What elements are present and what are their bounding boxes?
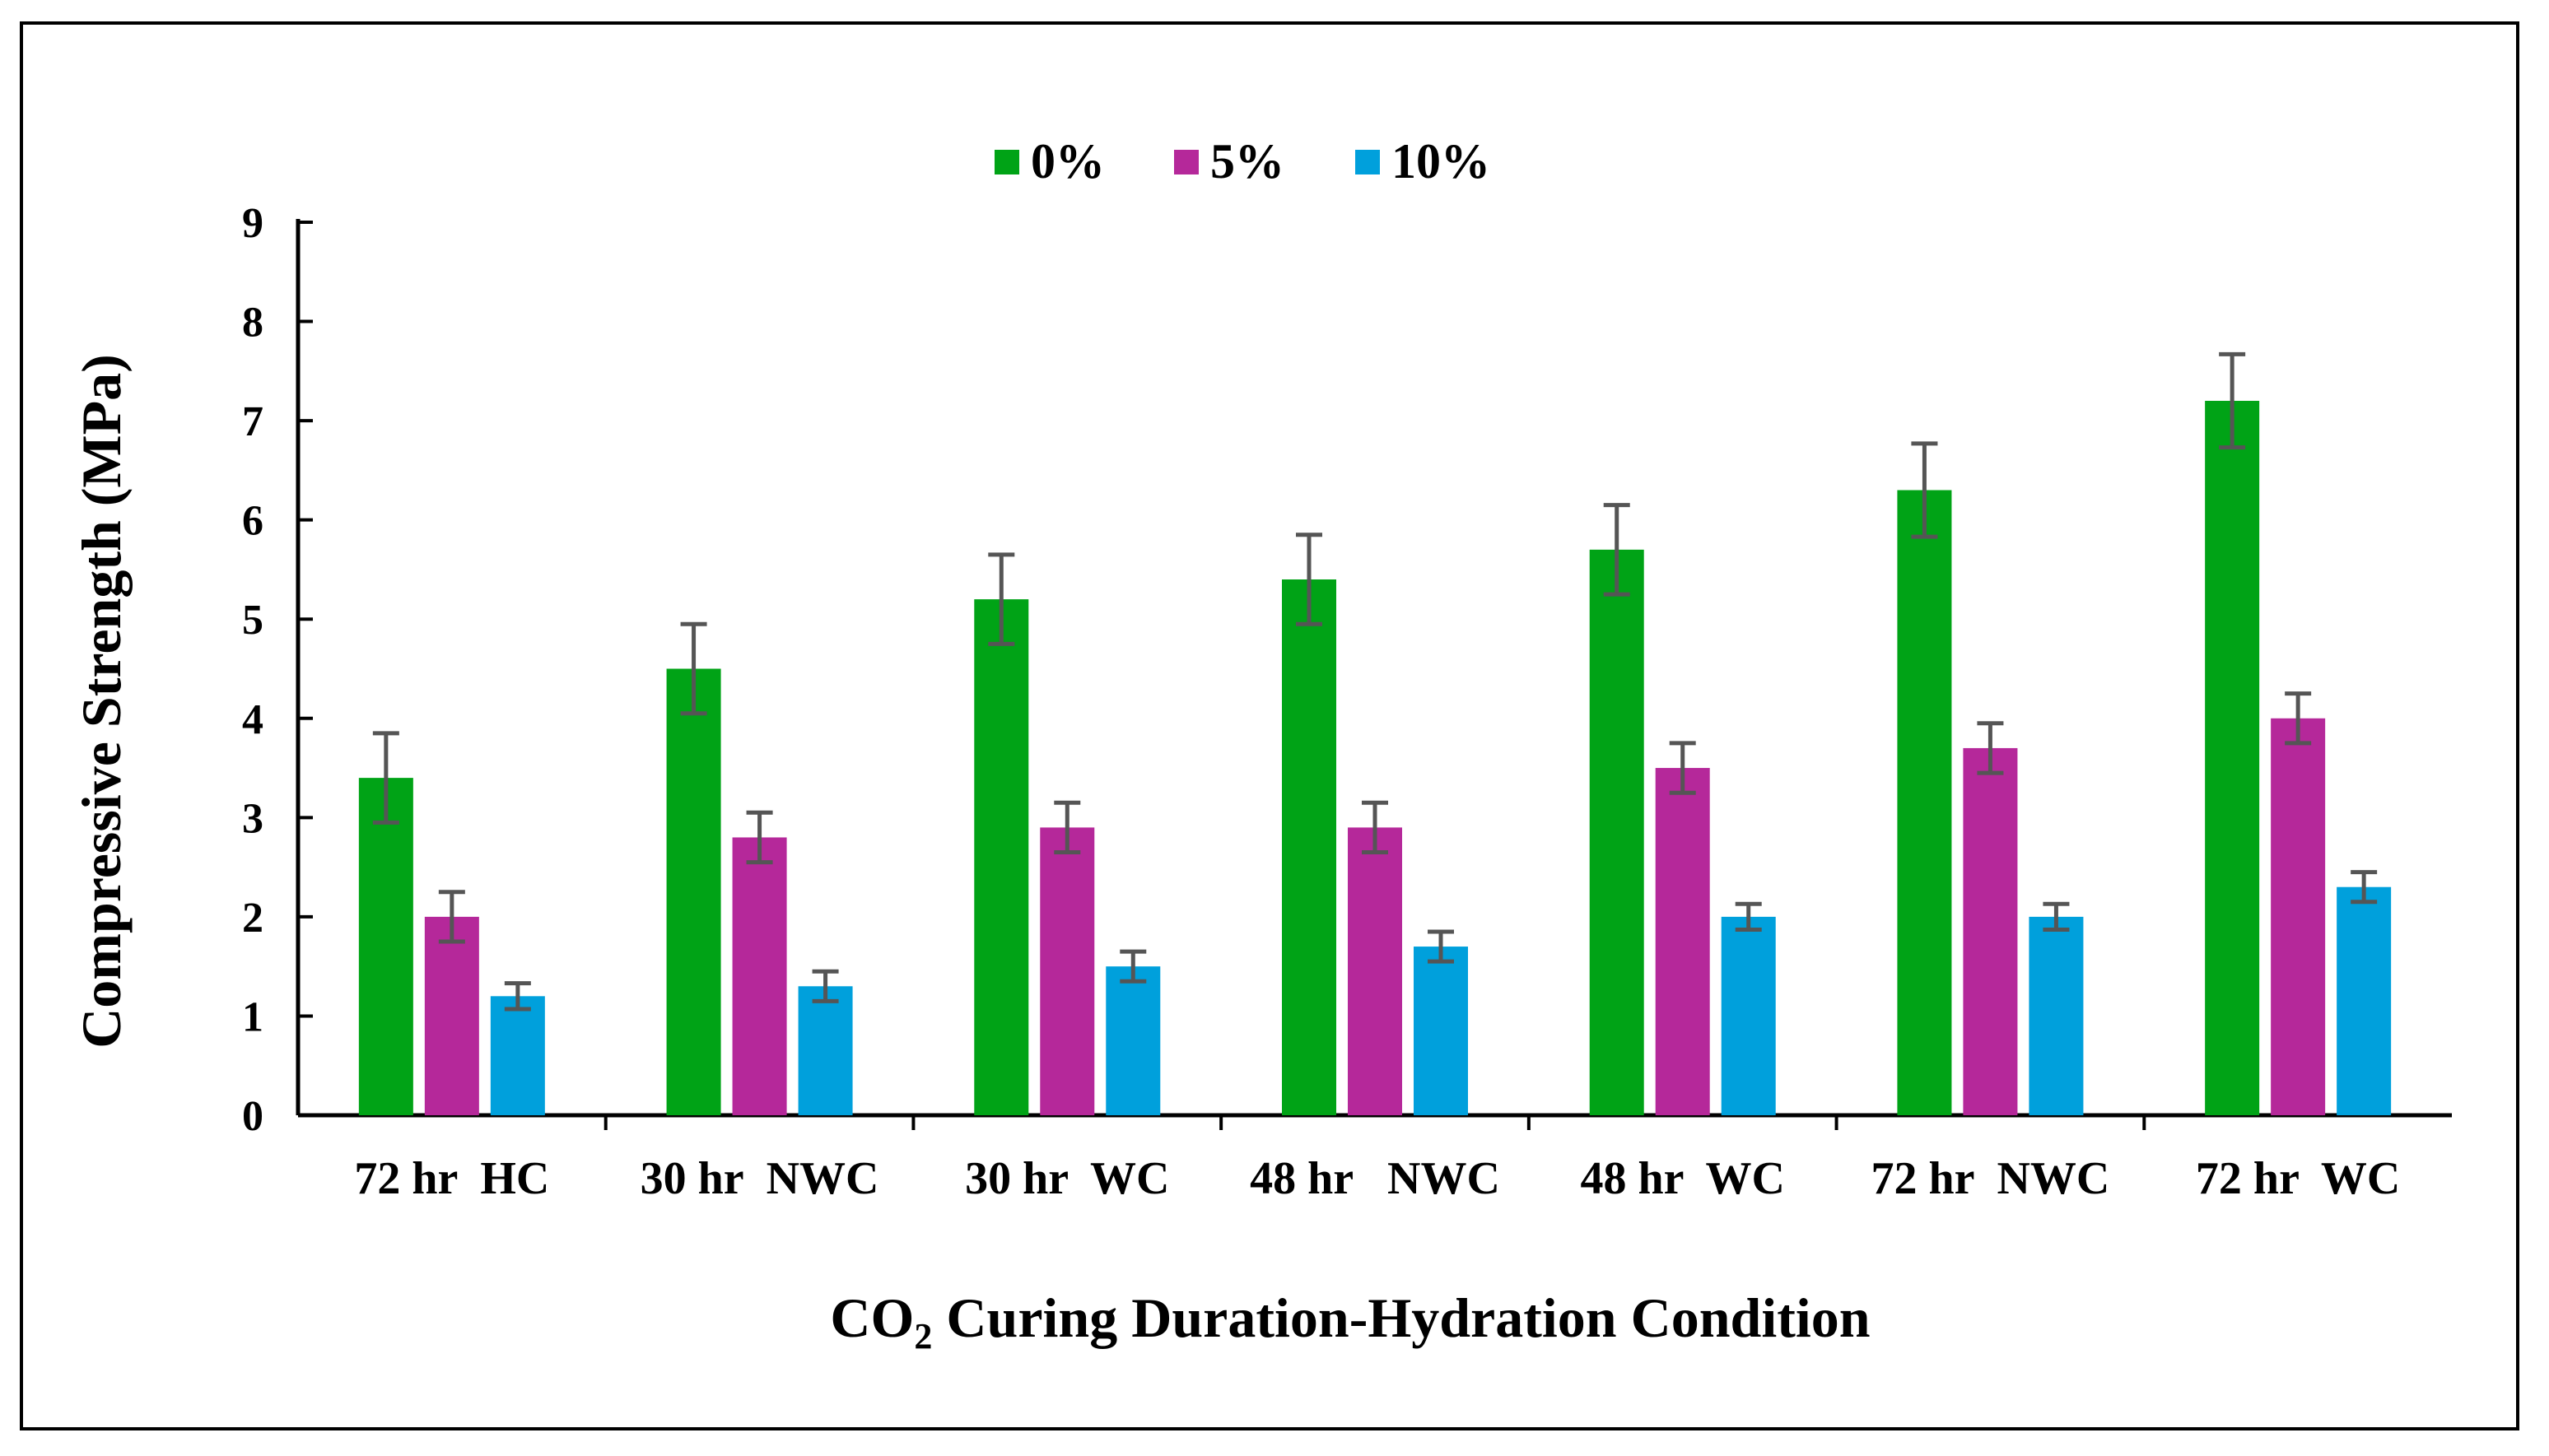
chart-frame: 0% 5% 10% 0 1 2 3 4 5 6 7 8 9 72 hr HC 30 hr NWC 30 h… xyxy=(20,21,2519,1430)
legend-swatch-5pct xyxy=(1174,150,1199,174)
x-axis-title-subscript: 2 xyxy=(914,1316,932,1356)
x-axis-title: CO2 Curing Duration-Hydration Condition xyxy=(830,1286,1870,1356)
legend-swatch-0pct xyxy=(995,150,1019,174)
y-tick-label-7: 7 xyxy=(242,398,263,445)
y-tick-label-1: 1 xyxy=(242,993,263,1040)
legend-label-0pct: 0% xyxy=(1031,134,1105,188)
bar-0pct-5 xyxy=(1897,490,1952,1115)
bar-10pct-2 xyxy=(1106,966,1161,1115)
bar-0pct-0 xyxy=(358,778,413,1115)
bar-5pct-2 xyxy=(1040,827,1095,1115)
y-tick-label-6: 6 xyxy=(242,498,263,545)
y-tick-label-5: 5 xyxy=(242,597,263,644)
bar-5pct-3 xyxy=(1348,827,1402,1115)
legend: 0% 5% 10% xyxy=(995,134,1490,188)
legend-swatch-10pct xyxy=(1355,150,1380,174)
bar-10pct-0 xyxy=(490,996,545,1115)
bar-0pct-4 xyxy=(1589,549,1644,1115)
bar-5pct-0 xyxy=(424,916,479,1115)
error-bars xyxy=(372,351,2378,1012)
y-axis: 0 1 2 3 4 5 6 7 8 9 xyxy=(242,200,313,1140)
bar-0pct-6 xyxy=(2205,401,2260,1115)
x-axis: 72 hr HC 30 hr NWC 30 hr WC 48 hr NWC 48 hr … xyxy=(298,1113,2452,1204)
x-category-label-0: 72 hr HC xyxy=(354,1153,549,1204)
y-tick-label-3: 3 xyxy=(242,795,263,842)
x-category-label-6: 72 hr WC xyxy=(2196,1153,2400,1204)
legend-label-10pct: 10% xyxy=(1391,134,1490,188)
bar-5pct-5 xyxy=(1963,747,2018,1115)
x-category-label-2: 30 hr WC xyxy=(965,1153,1169,1204)
x-category-label-1: 30 hr NWC xyxy=(641,1153,879,1204)
bar-10pct-6 xyxy=(2337,886,2392,1115)
y-tick-label-2: 2 xyxy=(242,895,263,942)
x-axis-title-prefix: CO xyxy=(830,1286,914,1349)
bar-0pct-3 xyxy=(1282,579,1336,1115)
y-tick-label-9: 9 xyxy=(242,200,263,247)
x-category-label-3: 48 hr NWC xyxy=(1250,1153,1500,1204)
x-category-label-4: 48 hr WC xyxy=(1581,1153,1785,1204)
x-category-label-5: 72 hr NWC xyxy=(1871,1153,2109,1204)
bar-0pct-1 xyxy=(666,668,721,1115)
bar-0pct-2 xyxy=(974,599,1029,1115)
bar-5pct-4 xyxy=(1655,768,1710,1115)
bar-5pct-1 xyxy=(732,837,787,1115)
bar-10pct-4 xyxy=(1721,916,1776,1115)
bar-5pct-6 xyxy=(2271,718,2326,1115)
bar-10pct-5 xyxy=(2029,916,2084,1115)
x-axis-title-suffix: Curing Duration-Hydration Condition xyxy=(932,1286,1870,1349)
bars xyxy=(358,401,2392,1115)
y-tick-label-4: 4 xyxy=(242,696,263,743)
bar-chart: 0% 5% 10% 0 1 2 3 4 5 6 7 8 9 72 hr HC 30 hr NWC 30 h… xyxy=(70,134,2452,1356)
bar-10pct-1 xyxy=(798,986,853,1115)
legend-label-5pct: 5% xyxy=(1210,134,1284,188)
y-tick-label-8: 8 xyxy=(242,300,263,347)
y-axis-title: Compressive Strength (MPa) xyxy=(70,354,133,1049)
y-tick-label-0: 0 xyxy=(242,1093,263,1140)
bar-10pct-3 xyxy=(1414,947,1468,1115)
